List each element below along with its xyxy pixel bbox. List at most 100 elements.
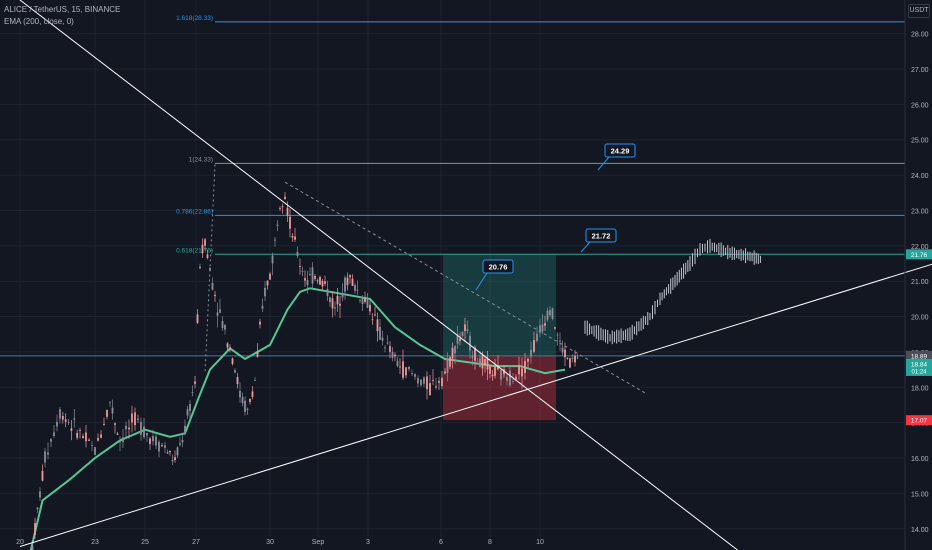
candle-body <box>274 239 276 241</box>
price-badge <box>906 249 932 260</box>
candle-body <box>244 400 246 412</box>
candle-body <box>109 401 111 403</box>
candle-body <box>466 329 469 331</box>
candle-body <box>459 338 461 341</box>
candle-body <box>239 390 241 398</box>
candle-body <box>224 325 226 330</box>
time-tick-label: 27 <box>192 539 200 546</box>
candle-body <box>489 365 491 374</box>
candle-body <box>111 407 114 414</box>
price-badge-label: 18.89 <box>911 353 928 360</box>
candle-body <box>301 271 304 272</box>
ema-200-line <box>29 287 566 550</box>
callout-box <box>585 228 617 243</box>
candle-body <box>417 378 419 384</box>
candle-body <box>554 327 556 329</box>
indicator-label: EMA (200, close, 0) <box>4 17 74 26</box>
candle-body <box>326 288 329 297</box>
candle-body <box>564 349 566 358</box>
candle-body <box>246 408 249 410</box>
grid <box>0 0 905 538</box>
price-tick-label: 18.00 <box>911 385 929 392</box>
price-axis[interactable]: 14.0015.0016.0017.0018.0019.0020.0021.00… <box>904 0 932 550</box>
time-tick-label: 10 <box>536 539 544 546</box>
candle-body <box>435 385 437 388</box>
candle-body <box>334 307 336 309</box>
candle-body <box>114 423 116 425</box>
candle-body <box>286 207 289 216</box>
candle-body <box>219 309 221 313</box>
candle-body <box>314 276 316 279</box>
candle-body <box>82 436 84 439</box>
callout-pointer <box>475 272 488 291</box>
candle-body <box>546 310 549 320</box>
price-tick-label: 24.00 <box>911 173 929 180</box>
candle-body <box>536 333 538 341</box>
candle-body <box>149 438 151 444</box>
candle-body <box>432 380 434 381</box>
price-badge-label: 17.07 <box>911 418 928 425</box>
time-tick-label: 6 <box>439 539 443 546</box>
price-tick-label: 16.00 <box>911 456 929 463</box>
candle-body <box>384 347 386 349</box>
candle-body <box>158 441 160 452</box>
candle-body <box>426 376 428 390</box>
candle-body <box>371 319 374 321</box>
candle-body <box>281 206 284 208</box>
candle-body <box>364 298 366 302</box>
currency-unit[interactable]: USDT <box>908 4 930 18</box>
candle-body <box>226 343 229 348</box>
candle-body <box>484 359 486 366</box>
price-tick-label: 23.00 <box>911 208 929 215</box>
candle-body <box>329 297 331 303</box>
candle-body <box>469 335 471 351</box>
candle-body <box>266 280 269 286</box>
candle-body <box>494 366 496 376</box>
time-tick-label: 25 <box>141 539 149 546</box>
candle-body <box>551 308 554 319</box>
candle-body <box>438 381 440 383</box>
price-badge <box>906 358 932 376</box>
candle-body <box>79 430 81 431</box>
candle-body <box>446 358 449 373</box>
candle-body <box>276 224 279 226</box>
candle-body <box>100 434 102 438</box>
candle-body <box>254 380 256 382</box>
price-tick-label: 27.00 <box>911 67 929 74</box>
candle-body <box>309 274 311 276</box>
candle-body <box>251 391 254 398</box>
candle-body <box>146 432 148 436</box>
candle-body <box>241 396 244 404</box>
callout-pointer <box>597 156 610 171</box>
candle-body <box>271 255 274 264</box>
candle-body <box>125 425 127 430</box>
candle-body <box>396 360 399 366</box>
candle-body <box>161 445 163 447</box>
candle-body <box>366 298 369 308</box>
candle-body <box>31 545 34 550</box>
candle-body <box>539 325 541 333</box>
candle-body <box>50 439 52 442</box>
candle-body <box>67 422 70 423</box>
candle-body <box>503 369 505 375</box>
candle-body <box>296 251 299 257</box>
candle-body <box>249 398 251 402</box>
candle-body <box>420 379 422 386</box>
candle-body <box>64 419 67 422</box>
candle-body <box>454 346 456 354</box>
trendlines[interactable] <box>19 0 932 550</box>
position-zones[interactable] <box>0 254 905 421</box>
callout-box <box>482 259 514 274</box>
fib-levels[interactable]: 1.618(28.33) 1(24.33) 0.786(22.86) 0.618(21… <box>176 15 905 255</box>
candle-body <box>97 438 99 441</box>
candle-body <box>354 285 356 291</box>
time-tick-label: 23 <box>91 539 99 546</box>
candle-body <box>216 312 219 316</box>
candle-body <box>189 403 191 411</box>
symbol-title: ALICE / TetherUS, 15, BINANCE <box>4 5 121 14</box>
price-callouts[interactable]: 24.29 21.72 20.76 <box>475 143 636 291</box>
candle-body <box>176 447 179 456</box>
candle-body <box>196 314 199 323</box>
